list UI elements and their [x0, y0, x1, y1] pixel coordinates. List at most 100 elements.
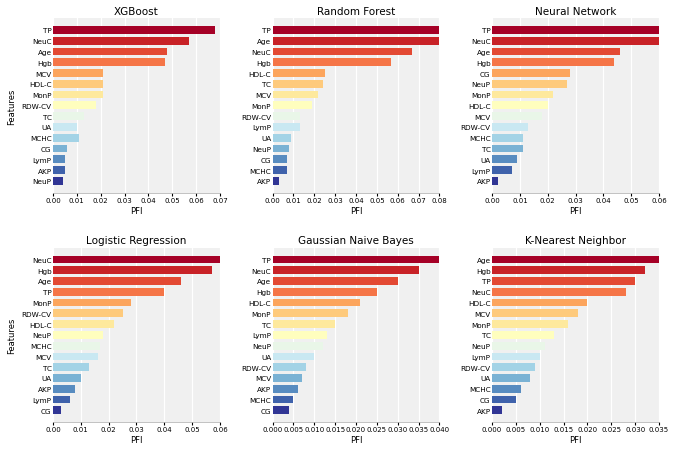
Bar — [272, 299, 360, 307]
Bar — [492, 92, 554, 99]
Bar — [492, 353, 540, 360]
Bar — [53, 331, 103, 339]
Bar — [492, 406, 502, 414]
Bar — [53, 156, 65, 164]
Bar — [53, 277, 181, 285]
Bar — [53, 70, 103, 78]
Bar — [53, 256, 225, 264]
Bar — [272, 134, 291, 142]
Bar — [492, 396, 516, 404]
Bar — [53, 113, 84, 121]
Title: XGBoost: XGBoost — [114, 7, 159, 17]
Bar — [53, 310, 122, 318]
Bar — [492, 49, 620, 56]
Bar — [272, 49, 412, 56]
Bar — [492, 288, 625, 296]
X-axis label: PFI: PFI — [569, 206, 582, 215]
Bar — [492, 81, 567, 88]
Bar — [53, 385, 75, 393]
Bar — [272, 277, 397, 285]
Bar — [272, 38, 441, 46]
Bar — [492, 145, 523, 153]
X-axis label: PFI: PFI — [130, 435, 143, 444]
Bar — [492, 134, 523, 142]
Bar — [272, 27, 443, 35]
Bar — [272, 167, 287, 175]
Bar — [53, 145, 68, 153]
Bar — [492, 331, 554, 339]
Title: Random Forest: Random Forest — [317, 7, 395, 17]
Bar — [272, 256, 439, 264]
Bar — [492, 102, 548, 110]
Bar — [53, 353, 97, 360]
Bar — [492, 38, 665, 46]
Y-axis label: Features: Features — [7, 88, 16, 124]
Bar — [272, 92, 318, 99]
Bar — [53, 102, 96, 110]
Bar — [53, 134, 79, 142]
Bar — [272, 124, 299, 132]
Bar — [272, 331, 327, 339]
Bar — [492, 156, 517, 164]
Bar — [53, 178, 63, 185]
Bar — [272, 288, 377, 296]
Bar — [492, 256, 659, 264]
Bar — [272, 81, 322, 88]
X-axis label: PFI: PFI — [349, 206, 362, 215]
Bar — [272, 310, 347, 318]
Bar — [272, 321, 335, 328]
Bar — [272, 156, 287, 164]
Bar — [492, 342, 545, 350]
Bar — [272, 364, 306, 371]
Bar — [492, 70, 570, 78]
Bar — [53, 59, 165, 67]
Bar — [272, 385, 297, 393]
Bar — [272, 342, 322, 350]
Bar — [53, 342, 100, 350]
Title: Neural Network: Neural Network — [535, 7, 617, 17]
Bar — [492, 385, 521, 393]
Y-axis label: Features: Features — [7, 317, 16, 353]
Bar — [53, 374, 81, 382]
Bar — [492, 267, 645, 275]
Bar — [272, 353, 314, 360]
Bar — [53, 321, 114, 328]
X-axis label: PFI: PFI — [349, 435, 362, 444]
Title: Gaussian Naive Bayes: Gaussian Naive Bayes — [298, 236, 414, 246]
Bar — [492, 299, 587, 307]
Bar — [53, 299, 131, 307]
Bar — [492, 124, 528, 132]
Bar — [53, 124, 77, 132]
Bar — [492, 364, 535, 371]
Bar — [53, 288, 164, 296]
Title: K-Nearest Neighbor: K-Nearest Neighbor — [525, 236, 626, 246]
Bar — [53, 167, 65, 175]
Bar — [492, 374, 530, 382]
Bar — [53, 81, 103, 88]
Bar — [492, 59, 614, 67]
Bar — [272, 70, 324, 78]
Bar — [53, 267, 212, 275]
Bar — [492, 178, 498, 185]
Bar — [272, 145, 289, 153]
Bar — [272, 113, 299, 121]
Bar — [272, 406, 289, 414]
Bar — [272, 102, 312, 110]
Bar — [53, 406, 62, 414]
Bar — [272, 396, 293, 404]
Bar — [492, 310, 578, 318]
X-axis label: PFI: PFI — [130, 206, 143, 215]
Bar — [492, 321, 569, 328]
Bar — [492, 113, 542, 121]
Bar — [272, 59, 391, 67]
X-axis label: PFI: PFI — [569, 435, 582, 444]
Bar — [53, 92, 103, 99]
Bar — [492, 27, 673, 35]
Bar — [272, 178, 279, 185]
Bar — [492, 277, 635, 285]
Bar — [272, 267, 418, 275]
Bar — [53, 396, 70, 404]
Bar — [492, 167, 512, 175]
Bar — [53, 27, 215, 35]
Bar — [53, 38, 189, 46]
